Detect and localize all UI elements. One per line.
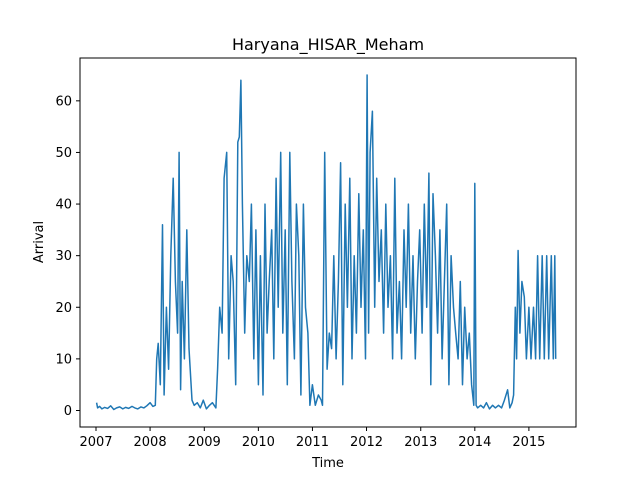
x-tick-label: 2015 bbox=[512, 435, 545, 450]
x-tick-label: 2010 bbox=[242, 435, 275, 450]
plot-area bbox=[95, 74, 557, 411]
x-axis-ticks: 2007 2008 2009 2010 2011 2012 2013 2014 2015 bbox=[79, 427, 545, 450]
y-tick-label: 0 bbox=[64, 404, 72, 419]
chart-title: Haryana_HISAR_Meham bbox=[232, 35, 424, 55]
y-tick-label: 40 bbox=[55, 198, 72, 213]
y-tick-label: 20 bbox=[55, 301, 72, 316]
y-tick-label: 10 bbox=[55, 352, 72, 367]
series-line-0 bbox=[95, 74, 557, 411]
axes-frame bbox=[79, 57, 577, 428]
y-tick-label: 30 bbox=[55, 249, 72, 264]
x-tick-label: 2013 bbox=[404, 435, 437, 450]
x-axis-label: Time bbox=[311, 456, 344, 471]
y-tick-label: 50 bbox=[55, 146, 72, 161]
x-tick-label: 2009 bbox=[188, 435, 221, 450]
x-tick-label: 2008 bbox=[134, 435, 167, 450]
x-tick-label: 2014 bbox=[458, 435, 491, 450]
x-tick-label: 2011 bbox=[296, 435, 329, 450]
y-axis-ticks: 0 10 20 30 40 50 60 bbox=[55, 94, 80, 419]
x-tick-label: 2012 bbox=[350, 435, 383, 450]
y-axis-label: Arrival bbox=[32, 221, 47, 263]
y-tick-label: 60 bbox=[55, 94, 72, 109]
x-tick-label: 2007 bbox=[79, 435, 112, 450]
